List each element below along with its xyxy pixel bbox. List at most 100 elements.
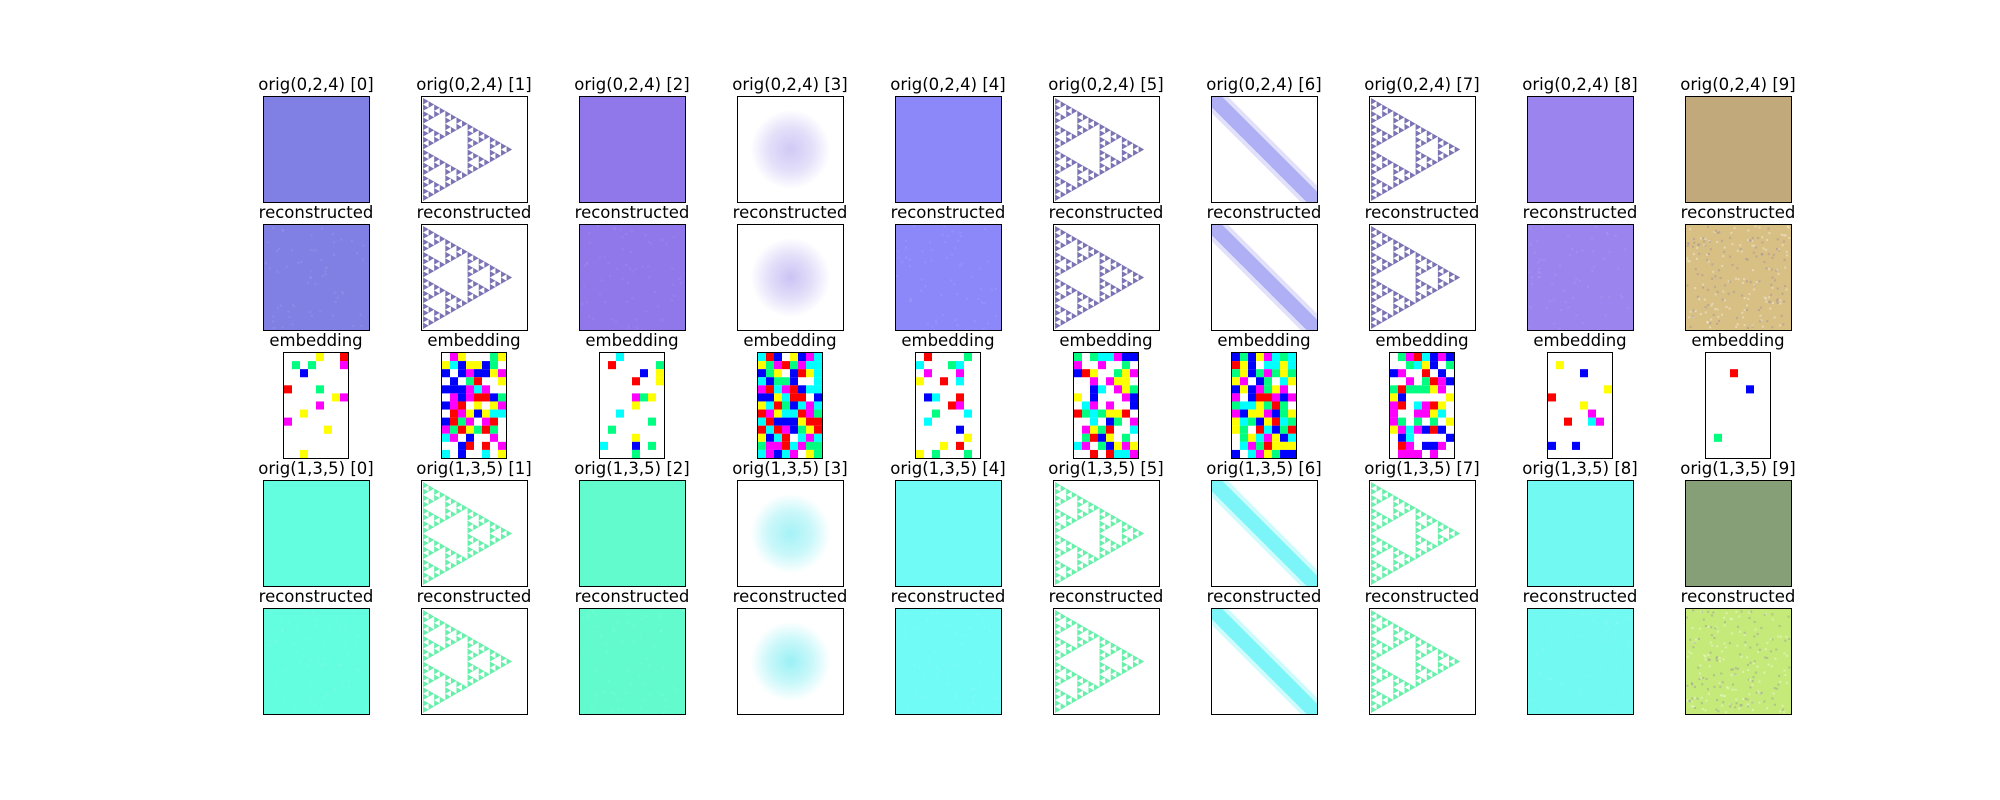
- original-title: orig(0,2,4) [8]: [1522, 75, 1638, 94]
- reconstructed-image: [736, 224, 844, 331]
- original-title: orig(1,3,5) [8]: [1522, 459, 1638, 478]
- embedding-image: [1073, 352, 1139, 459]
- original-title: orig(0,2,4) [1]: [416, 75, 532, 94]
- reconstructed-image: [1526, 608, 1634, 715]
- reconstructed-image: [420, 608, 528, 715]
- original-image: [578, 96, 686, 203]
- embedding-image: [915, 352, 981, 459]
- reconstructed-image: [736, 608, 844, 715]
- embedding-title: embedding: [427, 331, 521, 350]
- reconstructed-title: reconstructed: [732, 587, 848, 606]
- original-title: orig(0,2,4) [4]: [890, 75, 1006, 94]
- original-image: [1210, 96, 1318, 203]
- original-image: [736, 480, 844, 587]
- original-image: [736, 96, 844, 203]
- reconstructed-image: [262, 224, 370, 331]
- reconstructed-title: reconstructed: [1364, 203, 1480, 222]
- embedding-title: embedding: [1533, 331, 1627, 350]
- reconstructed-image: [1052, 608, 1160, 715]
- original-title: orig(0,2,4) [7]: [1364, 75, 1480, 94]
- embedding-image: [283, 352, 349, 459]
- embedding-image: [757, 352, 823, 459]
- reconstructed-image: [1052, 224, 1160, 331]
- embedding-title: embedding: [1691, 331, 1785, 350]
- reconstructed-image: [578, 224, 686, 331]
- original-image: [894, 96, 1002, 203]
- original-title: orig(1,3,5) [1]: [416, 459, 532, 478]
- original-title: orig(1,3,5) [6]: [1206, 459, 1322, 478]
- original-image: [578, 480, 686, 587]
- embedding-image: [1547, 352, 1613, 459]
- embedding-image: [1705, 352, 1771, 459]
- original-image: [894, 480, 1002, 587]
- reconstructed-image: [1210, 608, 1318, 715]
- embedding-title: embedding: [1375, 331, 1469, 350]
- original-image: [1052, 480, 1160, 587]
- original-title: orig(0,2,4) [5]: [1048, 75, 1164, 94]
- reconstructed-title: reconstructed: [258, 203, 374, 222]
- reconstructed-title: reconstructed: [1206, 203, 1322, 222]
- original-image: [1684, 96, 1792, 203]
- reconstructed-image: [262, 608, 370, 715]
- reconstructed-image: [1684, 608, 1792, 715]
- embedding-title: embedding: [1217, 331, 1311, 350]
- original-title: orig(0,2,4) [9]: [1680, 75, 1796, 94]
- reconstructed-title: reconstructed: [416, 587, 532, 606]
- original-title: orig(0,2,4) [2]: [574, 75, 690, 94]
- original-image: [262, 480, 370, 587]
- reconstructed-title: reconstructed: [1206, 587, 1322, 606]
- original-title: orig(1,3,5) [3]: [732, 459, 848, 478]
- reconstructed-image: [578, 608, 686, 715]
- reconstructed-title: reconstructed: [1680, 587, 1796, 606]
- reconstructed-image: [1368, 608, 1476, 715]
- embedding-title: embedding: [269, 331, 363, 350]
- original-image: [420, 96, 528, 203]
- original-title: orig(1,3,5) [9]: [1680, 459, 1796, 478]
- embedding-image: [441, 352, 507, 459]
- reconstructed-image: [1210, 224, 1318, 331]
- embedding-title: embedding: [743, 331, 837, 350]
- original-image: [1684, 480, 1792, 587]
- original-image: [420, 480, 528, 587]
- original-title: orig(0,2,4) [6]: [1206, 75, 1322, 94]
- reconstructed-image: [1368, 224, 1476, 331]
- reconstructed-title: reconstructed: [258, 587, 374, 606]
- original-image: [262, 96, 370, 203]
- reconstructed-title: reconstructed: [732, 203, 848, 222]
- reconstructed-title: reconstructed: [574, 587, 690, 606]
- original-title: orig(1,3,5) [5]: [1048, 459, 1164, 478]
- reconstructed-title: reconstructed: [416, 203, 532, 222]
- reconstructed-image: [1526, 224, 1634, 331]
- original-image: [1052, 96, 1160, 203]
- reconstructed-title: reconstructed: [890, 203, 1006, 222]
- embedding-title: embedding: [585, 331, 679, 350]
- original-image: [1368, 96, 1476, 203]
- reconstructed-image: [894, 224, 1002, 331]
- reconstructed-image: [894, 608, 1002, 715]
- embedding-image: [599, 352, 665, 459]
- original-title: orig(1,3,5) [7]: [1364, 459, 1480, 478]
- reconstructed-title: reconstructed: [1680, 203, 1796, 222]
- reconstructed-image: [1684, 224, 1792, 331]
- embedding-image: [1389, 352, 1455, 459]
- original-image: [1368, 480, 1476, 587]
- embedding-title: embedding: [1059, 331, 1153, 350]
- original-image: [1210, 480, 1318, 587]
- reconstructed-title: reconstructed: [890, 587, 1006, 606]
- original-title: orig(0,2,4) [3]: [732, 75, 848, 94]
- original-image: [1526, 96, 1634, 203]
- original-title: orig(1,3,5) [4]: [890, 459, 1006, 478]
- reconstructed-title: reconstructed: [1048, 203, 1164, 222]
- reconstructed-title: reconstructed: [1522, 587, 1638, 606]
- embedding-image: [1231, 352, 1297, 459]
- reconstructed-title: reconstructed: [1522, 203, 1638, 222]
- original-image: [1526, 480, 1634, 587]
- reconstructed-title: reconstructed: [1048, 587, 1164, 606]
- original-title: orig(0,2,4) [0]: [258, 75, 374, 94]
- reconstructed-title: reconstructed: [574, 203, 690, 222]
- embedding-title: embedding: [901, 331, 995, 350]
- original-title: orig(1,3,5) [0]: [258, 459, 374, 478]
- reconstructed-image: [420, 224, 528, 331]
- reconstructed-title: reconstructed: [1364, 587, 1480, 606]
